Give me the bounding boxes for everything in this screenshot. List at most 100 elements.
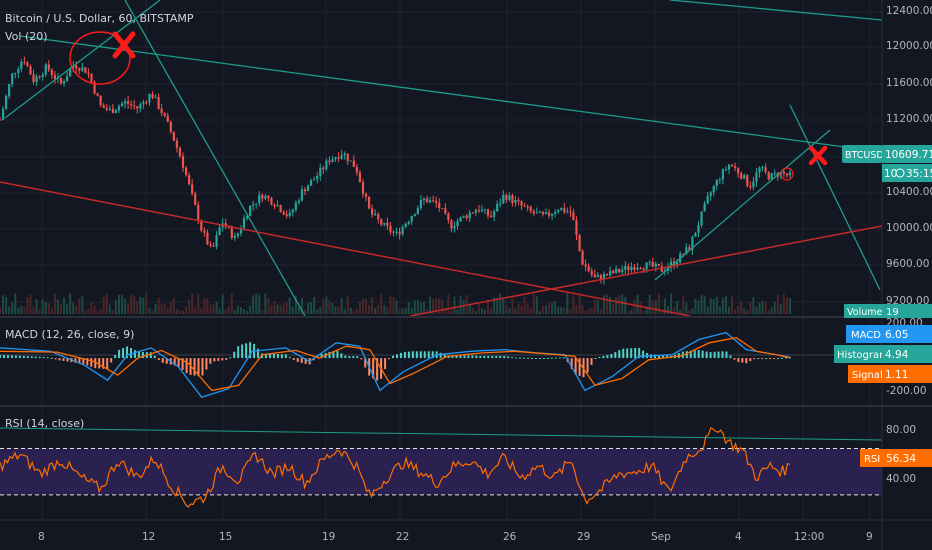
candle-body <box>480 209 484 212</box>
candle-body <box>740 173 743 179</box>
candle-body <box>648 261 651 263</box>
macd-histogram-bar <box>443 354 446 359</box>
rsi-tag[interactable]: RSI 56.34 <box>860 449 932 467</box>
volume-bar <box>160 303 163 314</box>
volume-bar <box>20 305 23 314</box>
volume-bar <box>182 310 185 314</box>
highlight-ellipse-small[interactable] <box>780 167 794 181</box>
candle-body <box>380 219 383 225</box>
volume-bar <box>779 304 782 314</box>
candle-body <box>300 189 304 201</box>
macd-histogram-bar <box>384 358 387 369</box>
macd-histogram-bar <box>98 358 101 369</box>
candle-body <box>764 167 767 172</box>
volume-bar <box>526 303 529 314</box>
trendline-red-falling[interactable] <box>0 181 691 317</box>
candle-body <box>343 153 346 156</box>
volume-bar <box>706 306 709 314</box>
volume-bar <box>252 295 255 314</box>
highlight-ellipse[interactable] <box>69 31 131 85</box>
volume-bar <box>300 297 303 314</box>
candle-body <box>401 226 404 235</box>
volume-bar <box>154 303 157 314</box>
candle-body <box>84 67 87 73</box>
volume-bar <box>581 305 584 314</box>
volume-bar <box>514 308 517 314</box>
macd-histogram-bar <box>511 357 514 359</box>
rsi-indicator-label[interactable]: RSI (14, close) <box>5 417 84 430</box>
trendline-teal-rising[interactable] <box>4 0 161 119</box>
candle-body <box>374 214 377 216</box>
time-axis[interactable]: 8 12 15 19 22 26 29 Sep 4 12:00 9 <box>38 531 873 543</box>
trendline-teal-top[interactable] <box>669 0 883 21</box>
price-tick: 11600.00 <box>886 77 932 89</box>
macd-histogram-bar <box>526 357 529 359</box>
volume-bar <box>291 306 294 314</box>
macd-histogram-bar <box>403 351 406 359</box>
candle-body <box>349 160 352 162</box>
countdown-prefix: 10 <box>884 168 897 180</box>
volume-bar <box>493 297 496 314</box>
candle-body <box>566 211 569 213</box>
macd-histogram-bar <box>26 356 29 359</box>
volume-bar <box>163 303 166 314</box>
volume-bar <box>194 307 197 314</box>
trendline-red-rising[interactable] <box>409 225 883 317</box>
volume-bar <box>627 310 630 314</box>
volume-bar <box>81 296 84 314</box>
macd-histogram-bar <box>427 351 430 359</box>
candle-body <box>718 179 721 181</box>
volume-bar <box>566 293 569 314</box>
volume-tag[interactable]: Volume 19 <box>844 304 932 318</box>
candle-body <box>0 119 2 121</box>
candle-body <box>319 167 322 177</box>
candle-body <box>59 77 63 84</box>
volume-bar <box>243 309 246 314</box>
price-axis[interactable]: 12400.00 12000.00 11600.00 11200.00 1040… <box>886 5 932 307</box>
cross-marker-right[interactable] <box>808 145 828 166</box>
volume-bar <box>587 308 590 314</box>
btcusd-price-tag[interactable]: BTCUSD 10609.71 10 35:15 <box>842 145 932 182</box>
volume-bar <box>233 310 236 314</box>
macd-histogram-bar <box>141 351 144 359</box>
vol-indicator-label[interactable]: Vol (20) <box>5 30 48 43</box>
trendline-teal-drop[interactable] <box>789 104 881 291</box>
candle-body <box>743 175 746 179</box>
volume-bar <box>554 301 557 314</box>
macd-histogram-bar <box>717 351 720 359</box>
volume-bar <box>462 299 465 314</box>
volume-bar <box>630 309 633 314</box>
candle-body <box>5 96 8 109</box>
macd-tag[interactable]: MACD 6.05 <box>846 325 932 343</box>
macd-indicator-label[interactable]: MACD (12, 26, close, 9) <box>5 328 134 341</box>
volume-bar <box>334 306 337 314</box>
trendline-teal-resistance[interactable] <box>19 35 883 153</box>
volume-bar <box>477 303 480 314</box>
macd-histogram-bar <box>288 357 291 359</box>
volume-bar <box>459 296 462 314</box>
candle-body <box>450 220 453 229</box>
trendline-teal-steep[interactable] <box>124 0 306 317</box>
candle-body <box>377 214 380 220</box>
volume-bar <box>221 294 224 314</box>
volume-bar <box>331 302 334 314</box>
volume-bar <box>548 302 551 314</box>
volume-bar <box>593 299 596 314</box>
volume-bar <box>343 309 346 314</box>
candle-body <box>456 221 459 227</box>
macd-histogram-bar <box>110 358 113 363</box>
trendline-teal-support[interactable] <box>654 129 831 281</box>
macd-histogram-bar <box>697 349 700 359</box>
cross-marker-left[interactable] <box>112 31 136 59</box>
histogram-tag[interactable]: Histogram 4.94 <box>834 345 932 363</box>
volume-bar <box>755 306 758 314</box>
volume-bar <box>151 310 154 314</box>
macd-histogram-bar <box>642 350 645 359</box>
volume-bar <box>32 306 35 314</box>
signal-tag[interactable]: Signal 1.11 <box>848 365 932 383</box>
macd-histogram-bar <box>634 347 637 359</box>
candle-body <box>444 208 447 214</box>
trendline-drawings[interactable] <box>0 0 883 317</box>
candle-body <box>279 205 282 212</box>
